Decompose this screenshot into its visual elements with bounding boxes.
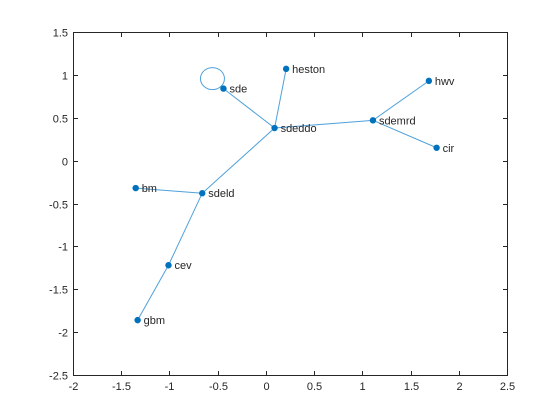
node-label-gbm: gbm <box>144 315 165 327</box>
node-label-cev: cev <box>174 260 192 272</box>
x-tick-label: -0.5 <box>209 381 228 393</box>
y-tick-label: -2 <box>58 328 68 340</box>
node-sdemrd <box>370 117 376 123</box>
x-tick-label: 2.5 <box>500 381 515 393</box>
node-label-sdemrd: sdemrd <box>379 115 416 127</box>
node-cir <box>433 145 439 151</box>
x-tick-label: 1 <box>359 381 365 393</box>
y-tick-label: 1.5 <box>53 28 68 40</box>
y-tick-label: -0.5 <box>49 200 68 212</box>
node-heston <box>283 66 289 72</box>
node-bm <box>132 185 138 191</box>
node-label-sdeld: sdeld <box>208 188 234 200</box>
node-gbm <box>134 317 140 323</box>
y-tick-label: -2.5 <box>49 371 68 383</box>
x-tick-label: -1 <box>165 381 175 393</box>
y-tick-label: 0 <box>62 157 68 169</box>
x-tick-label: 2 <box>456 381 462 393</box>
y-tick-label: 1 <box>62 71 68 83</box>
y-tick-label: -1 <box>58 242 68 254</box>
node-label-sdeddo: sdeddo <box>281 123 317 135</box>
node-sdeld <box>199 190 205 196</box>
y-tick-label: 0.5 <box>53 114 68 126</box>
node-label-cir: cir <box>443 143 455 155</box>
node-cev <box>165 262 171 268</box>
node-hwv <box>426 78 432 84</box>
node-label-bm: bm <box>142 183 157 195</box>
node-label-heston: heston <box>292 64 325 76</box>
x-tick-label: 1.5 <box>404 381 419 393</box>
node-label-hwv: hwv <box>435 76 455 88</box>
x-tick-label: 0.5 <box>307 381 322 393</box>
x-tick-label: -2 <box>69 381 79 393</box>
x-tick-label: 0 <box>263 381 269 393</box>
node-sde <box>220 85 226 91</box>
node-sdeddo <box>271 125 277 131</box>
y-tick-label: -1.5 <box>49 285 68 297</box>
x-tick-label: -1.5 <box>112 381 131 393</box>
node-label-sde: sde <box>229 84 247 96</box>
